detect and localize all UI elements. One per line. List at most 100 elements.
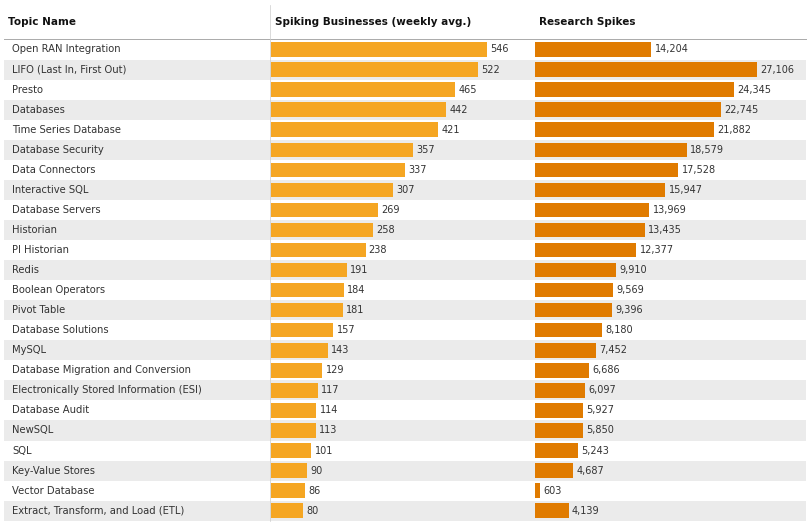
Bar: [535, 323, 602, 338]
Text: 5,927: 5,927: [586, 406, 615, 416]
Bar: [271, 403, 317, 418]
Bar: [535, 283, 613, 297]
Text: Data Connectors: Data Connectors: [12, 165, 96, 175]
Bar: [535, 62, 757, 77]
Bar: [271, 83, 455, 97]
Bar: [535, 143, 687, 157]
Bar: [271, 123, 438, 137]
Text: 337: 337: [408, 165, 426, 175]
Bar: [271, 243, 365, 257]
Bar: [535, 403, 583, 418]
Bar: [271, 283, 344, 297]
Text: 21,882: 21,882: [718, 125, 752, 135]
Text: 603: 603: [543, 485, 561, 495]
Text: Electronically Stored Information (ESI): Electronically Stored Information (ESI): [12, 386, 202, 396]
Text: Presto: Presto: [12, 85, 43, 95]
Text: 6,097: 6,097: [588, 386, 616, 396]
Bar: [271, 42, 488, 57]
Bar: [535, 163, 679, 177]
Text: NewSQL: NewSQL: [12, 426, 53, 436]
Text: 157: 157: [337, 325, 356, 335]
Bar: [271, 263, 347, 277]
Text: 522: 522: [481, 65, 500, 75]
Text: 9,396: 9,396: [615, 305, 642, 315]
Text: 14,204: 14,204: [654, 45, 688, 55]
Text: 269: 269: [381, 205, 399, 215]
Bar: [271, 303, 343, 317]
Text: LIFO (Last In, First Out): LIFO (Last In, First Out): [12, 65, 126, 75]
Bar: [535, 222, 645, 237]
Text: Database Security: Database Security: [12, 145, 104, 155]
Text: Key-Value Stores: Key-Value Stores: [12, 466, 95, 476]
Text: 18,579: 18,579: [690, 145, 724, 155]
Bar: [271, 103, 446, 117]
Bar: [271, 323, 334, 338]
Bar: [271, 203, 377, 217]
Bar: [535, 443, 578, 458]
Bar: [535, 503, 569, 518]
Text: Boolean Operators: Boolean Operators: [12, 285, 105, 295]
Text: Database Migration and Conversion: Database Migration and Conversion: [12, 366, 191, 376]
Text: 184: 184: [347, 285, 366, 295]
Bar: [271, 163, 405, 177]
Text: 5,850: 5,850: [586, 426, 614, 436]
Bar: [271, 443, 311, 458]
Bar: [271, 423, 316, 438]
Text: Databases: Databases: [12, 105, 65, 115]
Text: Database Solutions: Database Solutions: [12, 325, 109, 335]
Text: 86: 86: [309, 485, 321, 495]
Text: 181: 181: [346, 305, 364, 315]
Text: Research Spikes: Research Spikes: [539, 17, 635, 27]
Text: 7,452: 7,452: [599, 345, 627, 355]
Bar: [535, 243, 636, 257]
Bar: [535, 203, 650, 217]
Text: 24,345: 24,345: [738, 85, 772, 95]
Text: 90: 90: [310, 466, 322, 476]
Bar: [271, 483, 305, 498]
Text: 442: 442: [450, 105, 468, 115]
Text: 17,528: 17,528: [682, 165, 716, 175]
Text: Database Audit: Database Audit: [12, 406, 89, 416]
Bar: [271, 383, 318, 398]
Bar: [271, 363, 322, 378]
Text: Extract, Transform, and Load (ETL): Extract, Transform, and Load (ETL): [12, 505, 184, 515]
Text: 80: 80: [306, 505, 318, 515]
Bar: [535, 83, 735, 97]
Text: 143: 143: [331, 345, 350, 355]
Text: 13,969: 13,969: [653, 205, 686, 215]
Bar: [535, 183, 666, 197]
Text: 258: 258: [377, 225, 395, 235]
Bar: [535, 303, 612, 317]
Text: 22,745: 22,745: [725, 105, 759, 115]
Bar: [271, 222, 373, 237]
Text: 546: 546: [491, 45, 509, 55]
Text: SQL: SQL: [12, 446, 32, 456]
Text: 191: 191: [350, 265, 369, 275]
Text: 12,377: 12,377: [640, 245, 674, 255]
Bar: [271, 143, 412, 157]
Text: Time Series Database: Time Series Database: [12, 125, 121, 135]
Text: 357: 357: [416, 145, 434, 155]
Text: 113: 113: [319, 426, 338, 436]
Bar: [535, 42, 651, 57]
Text: Open RAN Integration: Open RAN Integration: [12, 45, 121, 55]
Bar: [271, 343, 328, 358]
Text: 15,947: 15,947: [669, 185, 703, 195]
Text: 307: 307: [396, 185, 415, 195]
Bar: [535, 263, 616, 277]
Text: 8,180: 8,180: [605, 325, 633, 335]
Text: Redis: Redis: [12, 265, 39, 275]
Text: MySQL: MySQL: [12, 345, 46, 355]
Text: 6,686: 6,686: [593, 366, 620, 376]
Bar: [535, 343, 595, 358]
Text: 9,910: 9,910: [620, 265, 647, 275]
Text: Vector Database: Vector Database: [12, 485, 95, 495]
Bar: [271, 463, 307, 478]
Text: PI Historian: PI Historian: [12, 245, 69, 255]
Bar: [535, 423, 582, 438]
Text: 421: 421: [441, 125, 459, 135]
Text: 101: 101: [314, 446, 333, 456]
Bar: [535, 123, 714, 137]
Text: 114: 114: [320, 406, 338, 416]
Text: 27,106: 27,106: [761, 65, 795, 75]
